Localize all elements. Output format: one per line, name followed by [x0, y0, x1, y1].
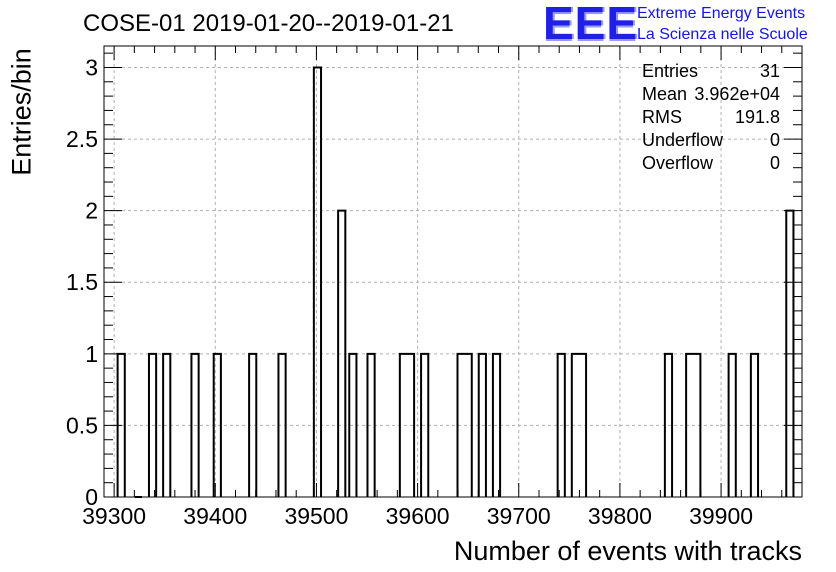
stats-underflow-value: 0 — [769, 130, 780, 150]
y-tick-label: 1 — [85, 341, 98, 367]
stats-mean-label: Mean — [642, 84, 688, 104]
axes — [103, 45, 803, 498]
y-tick-label: 1.5 — [66, 269, 98, 295]
x-tick-label: 39400 — [183, 503, 247, 529]
stats-overflow-label: Overflow — [642, 153, 714, 173]
x-axis-title: Number of events with tracks — [453, 536, 802, 566]
stats-overflow: Overflow 0 — [642, 152, 780, 175]
x-tick-label: 39700 — [487, 503, 551, 529]
logo-line-1: Extreme Energy Events — [637, 5, 806, 22]
stats-entries: Entries 31 — [642, 60, 780, 83]
y-tick-labels: 0 0.5 1 1.5 2 2.5 3 — [66, 54, 98, 510]
stats-rms: RMS 191.8 — [642, 106, 780, 129]
eee-logo: EEE — [543, 0, 639, 49]
plot-frame — [103, 45, 803, 498]
stats-mean: Mean 3.962e+04 — [642, 83, 780, 106]
x-tick-labels: 39300 39400 39500 39600 39700 39800 39900 — [82, 503, 753, 529]
y-tick-label: 0 — [85, 484, 98, 510]
y-tick-label: 2 — [85, 198, 98, 224]
stats-entries-label: Entries — [642, 61, 699, 81]
y-tick-label: 3 — [85, 54, 98, 80]
x-tick-label: 39500 — [284, 503, 348, 529]
logo-line-2: La Scienza nelle Scuole — [637, 26, 808, 43]
stats-box: Entries 31 Mean 3.962e+04 RMS 191.8 Unde… — [642, 60, 780, 175]
stats-entries-value: 31 — [759, 61, 780, 81]
stats-underflow: Underflow 0 — [642, 129, 780, 152]
y-tick-label: 0.5 — [66, 412, 98, 438]
eee-logo-text: Extreme Energy Events La Scienza nelle S… — [637, 3, 808, 45]
x-tick-label: 39800 — [588, 503, 652, 529]
x-tick-label: 39300 — [82, 503, 146, 529]
y-axis-title: Entries/bin — [6, 48, 37, 176]
stats-rms-label: RMS — [642, 107, 682, 127]
chart-title: COSE-01 2019-01-20--2019-01-21 — [83, 10, 454, 37]
stats-rms-value: 191.8 — [734, 107, 780, 127]
y-tick-label: 2.5 — [66, 126, 98, 152]
stats-underflow-label: Underflow — [642, 130, 724, 150]
stats-overflow-value: 0 — [769, 153, 780, 173]
x-tick-label: 39600 — [386, 503, 450, 529]
stats-mean-value: 3.962e+04 — [694, 84, 780, 104]
x-tick-label: 39900 — [689, 503, 753, 529]
